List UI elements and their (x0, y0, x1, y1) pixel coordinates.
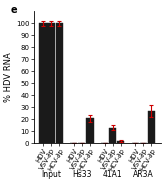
Bar (109, 128, 116, 143)
Bar (39, 23, 47, 143)
Bar (55, 23, 63, 143)
Text: e: e (11, 5, 17, 15)
Text: 41A1: 41A1 (103, 170, 122, 179)
Bar (48, 23, 55, 143)
Bar (117, 141, 124, 143)
Bar (86, 118, 94, 143)
Text: AR3A: AR3A (133, 170, 154, 179)
Text: Input: Input (41, 170, 61, 179)
Bar (148, 111, 155, 143)
Y-axis label: % HDV RNA: % HDV RNA (4, 52, 13, 102)
Text: Hs33: Hs33 (72, 170, 92, 179)
